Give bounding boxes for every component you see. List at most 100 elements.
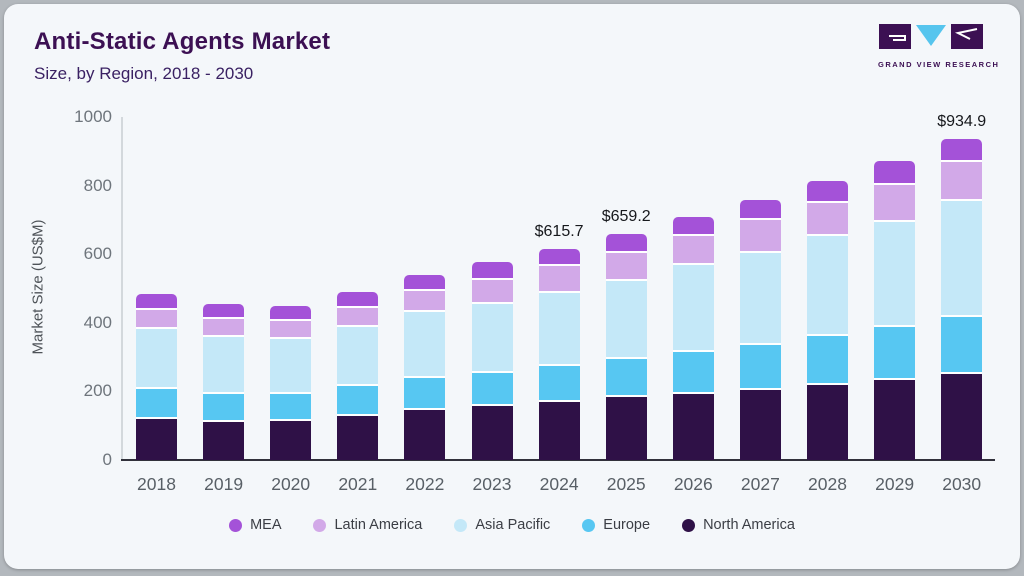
x-tick-label-2027: 2027 [740,474,780,494]
bar-segment-mea-2030 [941,139,983,163]
x-tick-label-2019: 2019 [204,474,244,494]
bar-segment-mea-2024 [538,248,580,267]
stacked-bar-2029 [874,160,916,460]
page-title: Anti-Static Agents Market [34,28,331,55]
legend-item-mea: MEA [229,517,281,533]
stacked-bar-2022 [404,274,446,460]
bar-segment-mea-2028 [807,181,848,204]
bar-segment-north-america-2028 [807,384,848,460]
bar-segment-north-america-2024 [538,402,580,460]
bar-segment-asia-pacific-2025 [605,280,647,359]
bar-segment-asia-pacific-2021 [337,327,379,386]
bar-segment-asia-pacific-2029 [874,221,916,328]
bar-segment-north-america-2019 [203,421,245,460]
bar-segment-europe-2023 [471,373,513,406]
legend-item-europe: Europe [582,517,650,533]
stacked-bar-2018 [136,293,177,460]
x-tick-label-2024: 2024 [539,474,579,494]
stacked-bar-2025 [605,233,647,460]
stacked-bar-2026 [672,217,714,460]
grand-view-research-logo: GRAND VIEW RESEARCH [878,24,1000,69]
y-tick-label: 400 [83,312,112,332]
legend-item-asia-pacific: Asia Pacific [454,517,550,533]
bar-segment-north-america-2023 [471,405,513,460]
bar-segment-latin-america-2020 [270,321,312,339]
bar-segment-europe-2025 [605,358,647,398]
stacked-bar-2028 [807,181,848,460]
legend-swatch-icon [229,518,243,532]
bar-segment-asia-pacific-2027 [739,253,781,346]
bar-segment-asia-pacific-2019 [203,337,245,395]
bar-segment-asia-pacific-2020 [270,338,312,395]
bar-segment-latin-america-2021 [337,308,379,328]
bar-segment-europe-2020 [270,394,312,422]
bar-segment-europe-2029 [874,327,916,381]
legend-label: North America [703,517,795,533]
bar-value-label-2030: $934.9 [937,113,987,131]
y-axis-title: Market Size (US$M) [29,219,47,355]
stacked-bar-2019 [203,303,245,460]
bar-segment-europe-2024 [538,365,580,403]
bar-segment-latin-america-2018 [136,310,177,329]
bar-segment-latin-america-2026 [672,236,714,266]
y-tick-label: 1000 [74,107,112,126]
legend-label: MEA [250,517,282,533]
bar-segment-europe-2022 [404,378,446,410]
legend-swatch-icon [313,518,327,532]
bar-segment-mea-2022 [404,274,446,291]
x-tick-label-2018: 2018 [137,474,176,494]
bar-segment-mea-2023 [471,262,513,280]
bar-segment-mea-2018 [136,293,177,311]
y-tick-label: 200 [83,381,112,401]
bar-segment-europe-2027 [739,345,781,390]
bar-segment-asia-pacific-2028 [807,236,848,337]
chart-card: Anti-Static Agents Market Size, by Regio… [4,4,1020,569]
stacked-bar-2023 [471,262,513,460]
x-tick-label-2025: 2025 [606,474,646,494]
y-axis-line [121,117,123,460]
legend-item-north-america: North America [682,517,795,533]
bar-segment-asia-pacific-2018 [136,328,177,389]
bar-segment-europe-2030 [941,316,983,374]
bar-segment-latin-america-2019 [203,318,245,338]
bar-segment-europe-2026 [672,352,714,395]
bar-segment-north-america-2030 [941,373,983,460]
x-tick-label-2028: 2028 [808,474,847,494]
page-subtitle: Size, by Region, 2018 - 2030 [34,64,254,83]
bar-segment-asia-pacific-2022 [404,312,446,379]
bar-value-label-2024: $615.7 [534,222,584,240]
x-tick-label-2030: 2030 [942,474,982,494]
bar-segment-north-america-2018 [136,419,177,460]
bar-segment-latin-america-2023 [471,279,513,304]
bar-segment-latin-america-2030 [941,162,983,201]
x-tick-label-2026: 2026 [673,474,713,494]
bar-segment-latin-america-2025 [605,253,647,281]
legend-label: Latin America [334,517,423,533]
legend-swatch-icon [582,518,596,532]
x-tick-label-2020: 2020 [271,474,311,494]
stacked-bar-2024 [538,248,580,460]
bar-segment-latin-america-2024 [538,266,580,293]
x-tick-label-2029: 2029 [875,474,915,494]
x-tick-label-2021: 2021 [338,474,378,494]
bar-segment-asia-pacific-2030 [941,200,983,317]
y-tick-label: 800 [83,175,112,195]
bar-segment-latin-america-2029 [874,184,916,222]
bar-segment-north-america-2025 [605,397,647,460]
bar-segment-asia-pacific-2023 [471,303,513,374]
legend-item-latin-america: Latin America [313,517,422,533]
x-tick-label-2022: 2022 [405,474,445,494]
legend-label: Asia Pacific [475,517,551,533]
logo-wordmark: GRAND VIEW RESEARCH [878,60,1000,69]
bar-segment-europe-2019 [203,394,245,422]
bar-segment-north-america-2021 [337,416,379,460]
bar-segment-mea-2021 [337,291,379,309]
y-tick-label: 600 [83,244,112,264]
legend-label: Europe [603,517,651,533]
bar-segment-north-america-2027 [739,390,781,460]
bar-segment-north-america-2022 [404,409,446,460]
bar-segment-latin-america-2022 [404,290,446,313]
bar-segment-europe-2028 [807,336,848,385]
stacked-bar-2020 [270,306,312,460]
bar-value-label-2025: $659.2 [601,207,651,225]
